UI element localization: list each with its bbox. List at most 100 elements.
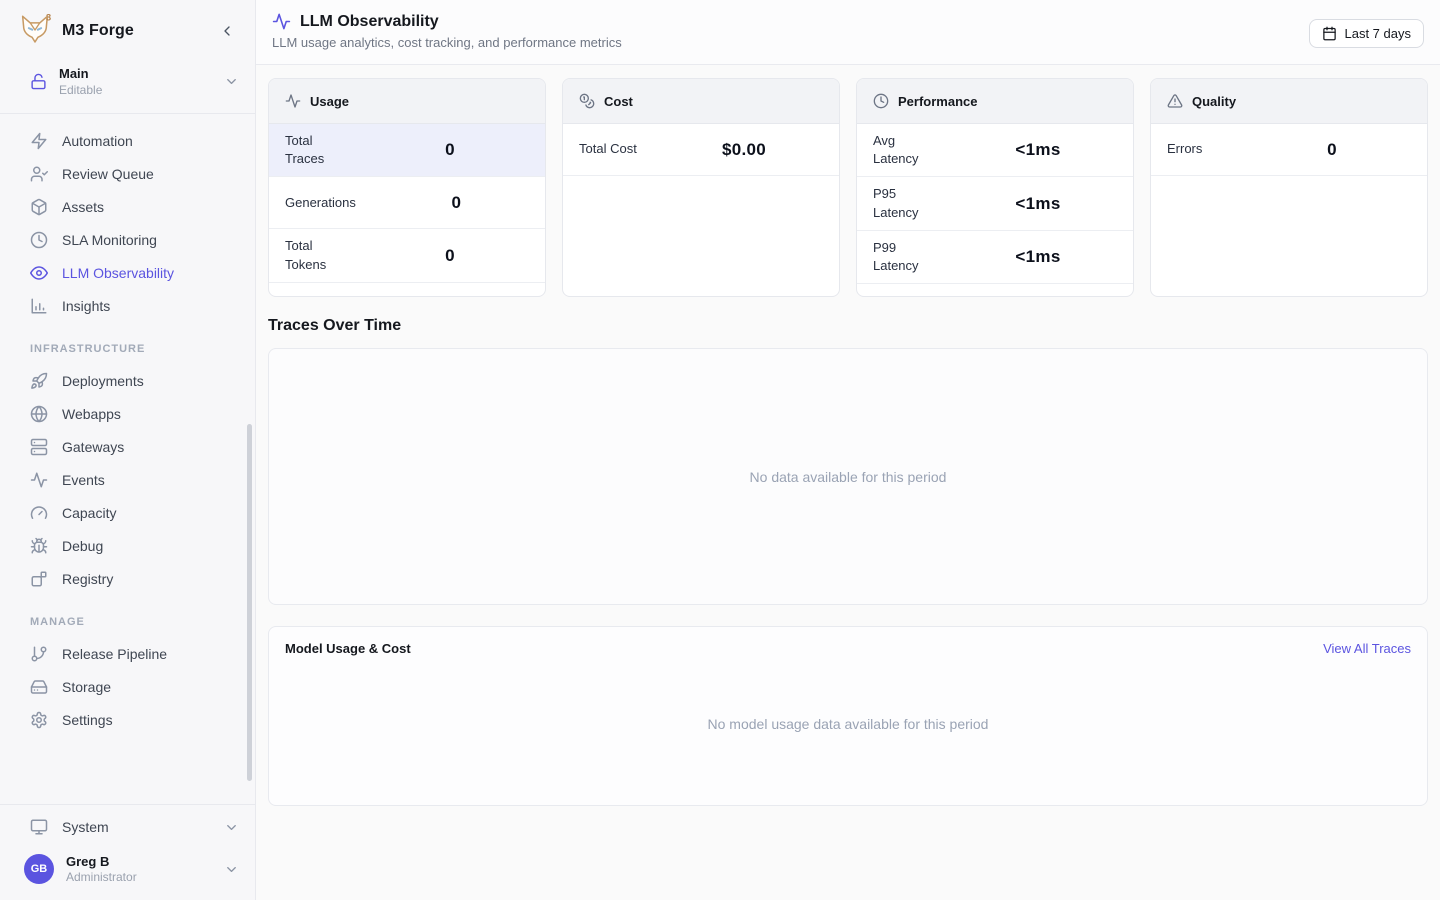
sidebar-item-capacity[interactable]: Capacity [0,496,255,529]
sidebar-scrollbar[interactable] [247,424,252,781]
metric-card-title: Usage [310,93,350,109]
sidebar-item-label: LLM Observability [62,264,175,281]
user-name: Greg B [66,854,110,869]
rocket-icon [31,372,48,389]
coins-icon [579,93,595,109]
traces-chart-card: No data available for this period [268,348,1428,605]
eye-icon [30,265,48,280]
metric-label: Errors [1167,141,1203,157]
sidebar-item-llm-observability[interactable]: LLM Observability [0,256,255,289]
metric-card-cost: Cost Total Cost $0.00 [562,78,840,297]
metric-card-header: Usage [269,79,545,124]
alert-triangle-icon [1167,94,1183,108]
activity-icon [285,94,301,108]
sidebar-item-storage[interactable]: Storage [0,670,255,703]
metric-row-p95-latency[interactable]: P95 Latency <1ms [857,177,1133,231]
model-usage-card: Model Usage & Cost View All Traces No mo… [268,626,1428,806]
main-area: LLM Observability LLM usage analytics, c… [256,0,1440,900]
traces-empty-text: No data available for this period [749,468,947,485]
workspace-status: Editable [59,83,103,97]
date-range-label: Last 7 days [1344,26,1412,41]
model-usage-empty-text: No model usage data available for this p… [707,715,989,732]
package-icon [31,198,47,215]
git-branch-icon [31,646,47,661]
fox-logo-icon: 3 [21,13,51,43]
metric-label: Total Tokens [285,238,327,272]
sidebar-item-assets[interactable]: Assets [0,190,255,223]
sidebar: 3 M3 Forge Main Editable Automation Revie… [0,0,256,900]
settings-icon [31,711,47,728]
clock-icon [873,93,889,109]
metric-label: P95 Latency [873,186,919,220]
system-label: System [62,819,109,835]
sidebar-item-label: SLA Monitoring [62,231,157,248]
metric-row-total-traces[interactable]: Total Traces 0 [269,124,545,178]
metric-card-header: Quality [1151,79,1427,124]
avatar: GB [24,854,54,884]
sidebar-item-automation[interactable]: Automation [0,124,255,157]
bar-chart-icon [31,298,47,313]
metric-card-header: Cost [563,79,839,124]
sidebar-item-release-pipeline[interactable]: Release Pipeline [0,637,255,670]
chevron-down-icon [224,862,239,877]
unlock-icon [30,73,47,90]
sidebar-nav: Automation Review Queue Assets SLA Monitori… [0,114,255,804]
page-subtitle: LLM usage analytics, cost tracking, and … [272,35,622,50]
metric-row-total-cost[interactable]: Total Cost $0.00 [563,124,839,176]
sidebar-item-registry[interactable]: Registry [0,562,255,595]
sidebar-item-events[interactable]: Events [0,463,255,496]
sidebar-item-label: Gateways [62,438,125,455]
server-icon [30,438,48,455]
sidebar-item-review-queue[interactable]: Review Queue [0,157,255,190]
metric-label: Generations [285,194,356,210]
metric-value: 0 [1327,139,1337,159]
activity-icon [30,472,48,487]
metric-card-usage: Usage Total Traces 0 Generations 0 Total Toke… [268,78,546,297]
metric-row-errors[interactable]: Errors 0 [1151,124,1427,176]
page-header: LLM Observability LLM usage analytics, c… [256,0,1440,65]
sidebar-item-insights[interactable]: Insights [0,289,255,322]
sidebar-item-label: Events [62,471,105,488]
metric-row-total-tokens[interactable]: Total Tokens 0 [269,229,545,283]
sidebar-item-label: Review Queue [62,165,154,182]
metric-value: <1ms [1015,246,1061,266]
metric-value: $0.00 [721,139,767,159]
sidebar-item-debug[interactable]: Debug [0,529,255,562]
sidebar-item-system[interactable]: System [0,805,255,845]
date-range-button[interactable]: Last 7 days [1308,19,1424,48]
sidebar-collapse-button[interactable] [215,19,239,43]
metric-card-title: Quality [1192,93,1237,109]
metric-label: Avg Latency [873,133,919,167]
chevron-left-icon [224,26,230,36]
traces-section-title: Traces Over Time [268,317,402,334]
sidebar-item-webapps[interactable]: Webapps [0,397,255,430]
sidebar-item-label: Storage [62,678,112,695]
nav-section-label-manage: MANAGE [30,616,85,628]
activity-icon [272,13,291,30]
metric-value: 0 [445,245,455,265]
metric-row-avg-latency[interactable]: Avg Latency <1ms [857,124,1133,178]
zap-icon [31,132,47,149]
sidebar-item-gateways[interactable]: Gateways [0,430,255,463]
app-title: M3 Forge [62,22,134,39]
metric-row-generations[interactable]: Generations 0 [269,177,545,230]
sidebar-item-label: Insights [62,297,111,314]
svg-text:3: 3 [46,13,51,24]
metric-card-header: Performance [857,79,1133,124]
sidebar-item-deployments[interactable]: Deployments [0,364,255,397]
sidebar-item-sla-monitoring[interactable]: SLA Monitoring [0,223,255,256]
view-all-traces-link[interactable]: View All Traces [1323,641,1411,656]
user-menu[interactable]: GB Greg B Administrator [0,845,255,900]
sidebar-item-settings[interactable]: Settings [0,703,255,736]
sidebar-item-label: Capacity [62,504,117,521]
workspace-selector[interactable]: Main Editable [0,60,255,114]
user-role: Administrator [66,870,137,884]
sidebar-item-label: Settings [62,711,113,728]
clock-icon [30,231,48,248]
monitor-icon [30,819,48,835]
sidebar-bottom: System GB Greg B Administrator [0,804,255,900]
user-check-icon [30,166,48,181]
metric-label: Total Cost [579,141,637,157]
calendar-icon [1322,26,1336,41]
metric-row-p99-latency[interactable]: P99 Latency <1ms [857,231,1133,285]
